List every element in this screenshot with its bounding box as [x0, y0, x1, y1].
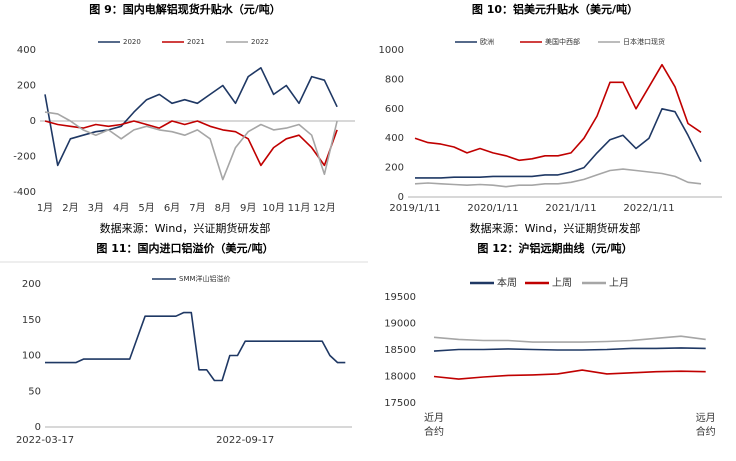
x-tick-label: 远月合约 — [696, 412, 716, 438]
legend-label: 日本港口现货 — [623, 37, 665, 46]
x-tick-label: 9月 — [240, 202, 256, 214]
y-tick-label: 18000 — [384, 372, 416, 383]
series-line — [44, 111, 338, 181]
y-tick-label: 200 — [22, 279, 41, 290]
y-tick-label: 200 — [17, 81, 36, 92]
y-tick-label: 0 — [398, 192, 404, 203]
y-tick-label: -200 — [13, 152, 36, 163]
y-tick-label: 18500 — [384, 345, 416, 356]
x-tick-label: 2022/1/11 — [623, 203, 674, 214]
y-tick-label: -400 — [13, 187, 36, 198]
x-tick-label: 2019/1/11 — [389, 203, 440, 214]
series-line — [44, 67, 338, 167]
y-tick-label: 50 — [28, 386, 41, 397]
y-tick-label: 400 — [17, 45, 36, 56]
y-tick-label: 600 — [385, 104, 404, 115]
y-tick-label: 0 — [35, 422, 41, 433]
y-tick-label: 150 — [22, 315, 41, 326]
legend-label: 2022 — [251, 38, 269, 46]
y-tick-label: 100 — [22, 351, 41, 362]
x-tick-label: 10月 — [262, 202, 285, 214]
series-line — [415, 108, 702, 179]
series-line — [45, 311, 346, 382]
x-tick-label: 2022-03-17 — [16, 435, 74, 446]
series-line — [414, 63, 702, 162]
chart-title: 图 12：沪铝远期曲线（元/吨） — [477, 241, 632, 255]
y-tick-label: 400 — [385, 133, 404, 144]
x-tick-label: 4月 — [113, 202, 129, 214]
series-line — [433, 335, 706, 343]
legend-label: 美国中西部 — [545, 37, 580, 46]
legend-label: 本周 — [497, 276, 517, 289]
chart-title: 图 10：铝美元升贴水（美元/吨） — [472, 2, 638, 16]
x-tick-label: 2022-09-17 — [216, 435, 274, 446]
x-tick-label: 11月 — [288, 202, 311, 214]
legend-label: 上月 — [609, 277, 629, 289]
legend-label: 欧洲 — [480, 37, 494, 46]
x-tick-label: 2月 — [62, 202, 78, 214]
x-tick-label: 7月 — [189, 202, 205, 214]
x-tick-label: 6月 — [164, 202, 180, 214]
label-line: 合约 — [696, 425, 716, 438]
series-line — [433, 347, 706, 352]
x-tick-label: 1月 — [37, 202, 53, 214]
legend-label: SMM洋山铝溢价 — [179, 274, 231, 283]
y-tick-label: 19500 — [384, 292, 416, 303]
legend-label: 2021 — [187, 38, 205, 46]
y-tick-label: 200 — [385, 163, 404, 174]
legend-label: 上周 — [552, 277, 572, 289]
source-note: 数据来源：Wind，兴证期货研发部 — [470, 221, 641, 235]
label-line: 近月 — [424, 411, 444, 424]
chart-title: 图 11：国内进口铝溢价（美元/吨） — [96, 241, 273, 255]
series-line — [433, 369, 706, 380]
y-tick-label: 1000 — [379, 45, 404, 56]
chart-title: 图 9：国内电解铝现货升贴水（元/吨） — [89, 2, 281, 16]
x-tick-label: 2020/1/11 — [467, 203, 518, 214]
x-tick-label: 2021/1/11 — [545, 203, 596, 214]
label-line: 合约 — [424, 425, 444, 438]
series-line — [414, 168, 702, 188]
source-note: 数据来源：Wind，兴证期货研发部 — [100, 221, 271, 235]
legend-label: 2020 — [123, 38, 141, 46]
y-tick-label: 0 — [30, 116, 36, 127]
y-tick-label: 800 — [385, 74, 404, 85]
label-line: 远月 — [696, 412, 716, 424]
x-tick-label: 5月 — [138, 202, 154, 214]
series-line — [44, 120, 338, 167]
x-tick-label: 3月 — [88, 202, 104, 214]
y-tick-label: 17500 — [384, 398, 416, 409]
x-tick-label: 12月 — [313, 202, 336, 214]
y-tick-label: 19000 — [384, 319, 416, 330]
x-tick-label: 近月合约 — [424, 411, 444, 438]
x-tick-label: 8月 — [215, 202, 231, 214]
